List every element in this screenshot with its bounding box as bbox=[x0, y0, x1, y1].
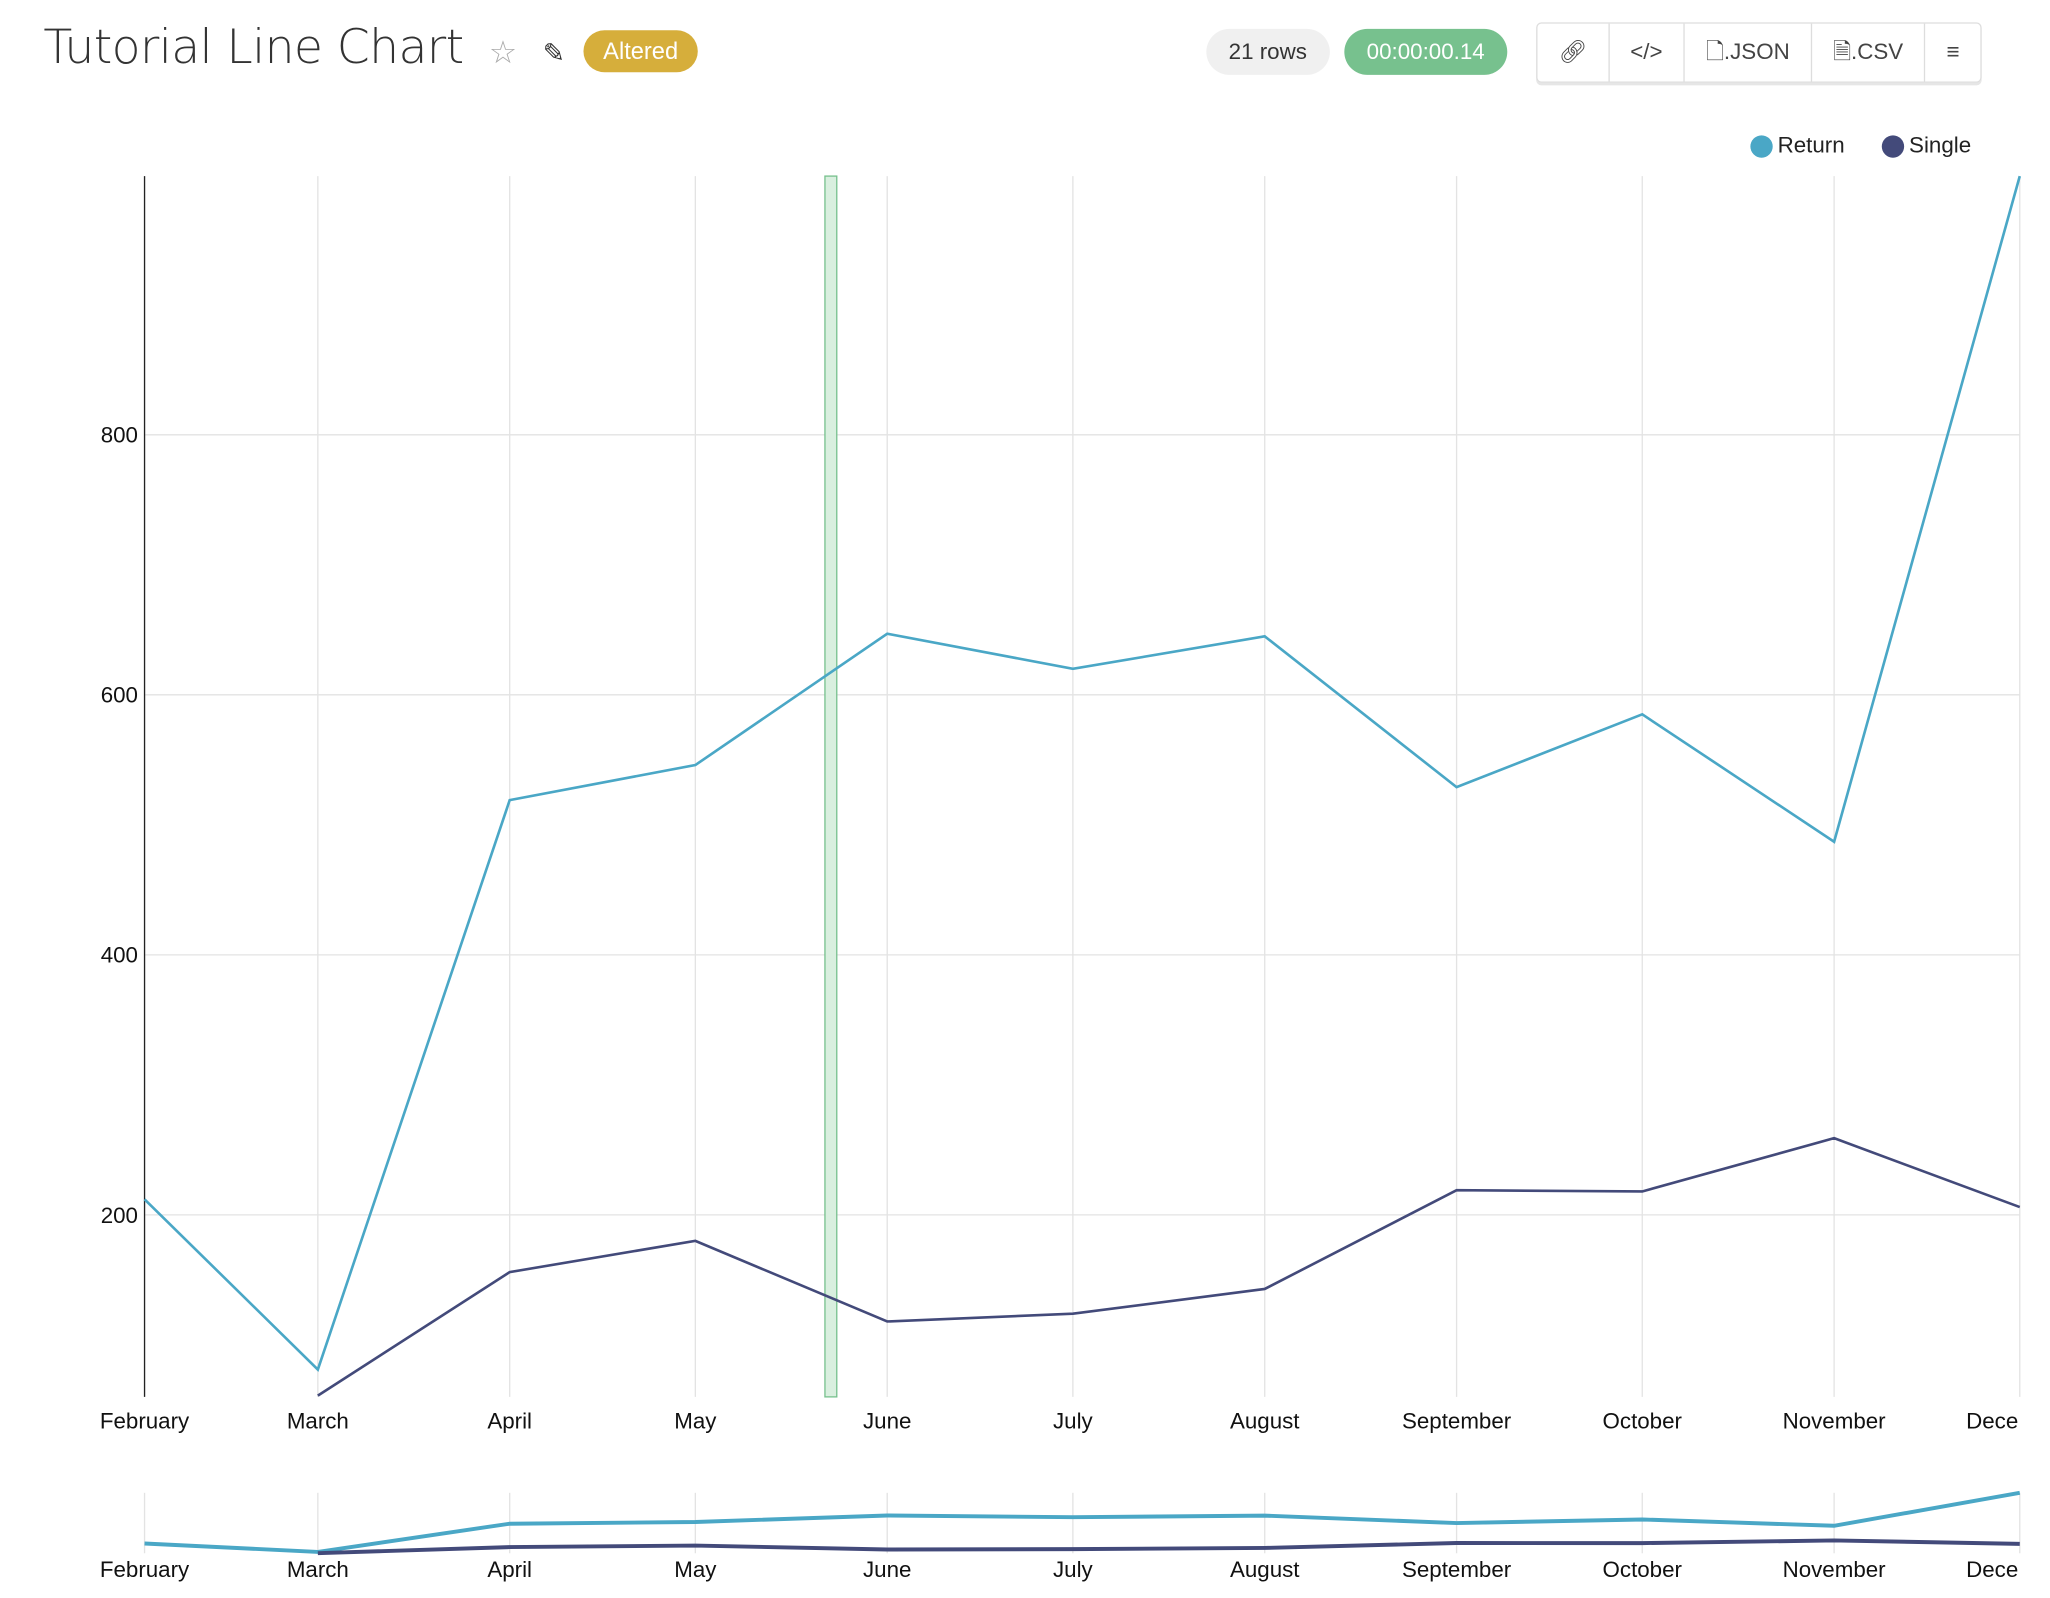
mini-x-tick-label: October bbox=[1603, 1557, 1683, 1582]
menu-icon[interactable]: ≡ bbox=[1946, 39, 1960, 65]
legend-item-return[interactable]: Return bbox=[1749, 132, 1845, 159]
mini-x-tick-label: March bbox=[287, 1557, 349, 1582]
edit-icon[interactable]: ✎ bbox=[542, 39, 565, 69]
x-tick-label: October bbox=[1603, 1408, 1683, 1433]
x-tick-label: July bbox=[1053, 1408, 1094, 1433]
embed-code-icon[interactable]: </> bbox=[1609, 23, 1685, 82]
mini-x-tick-label: April bbox=[487, 1557, 532, 1582]
y-tick-label: 800 bbox=[101, 423, 138, 448]
legend: Return Single bbox=[1749, 132, 1971, 159]
x-tick-label: September bbox=[1402, 1408, 1512, 1433]
y-tick-label: 400 bbox=[101, 943, 138, 968]
mini-x-tick-label: September bbox=[1402, 1557, 1512, 1582]
y-tick-label: 200 bbox=[101, 1203, 138, 1228]
star-icon[interactable]: ☆ bbox=[488, 35, 518, 71]
x-tick-label: Dece bbox=[1966, 1408, 2018, 1433]
legend-dot-return bbox=[1749, 134, 1773, 158]
altered-badge: Altered bbox=[583, 30, 698, 73]
legend-item-single[interactable]: Single bbox=[1881, 133, 1971, 159]
mini-series-line-single bbox=[317, 1538, 2020, 1556]
export-json-button[interactable]: 🗋.JSON bbox=[1685, 23, 1813, 82]
series-line-single bbox=[317, 1136, 2021, 1397]
file-code-icon: 🗋 bbox=[1705, 39, 1724, 65]
x-tick-label: June bbox=[863, 1408, 911, 1433]
mini-x-tick-label: June bbox=[863, 1557, 911, 1582]
json-label: .JSON bbox=[1723, 39, 1790, 65]
legend-label: Return bbox=[1777, 132, 1845, 158]
export-csv-button[interactable]: 🗎.CSV bbox=[1812, 23, 1926, 82]
series-line-return bbox=[143, 175, 2022, 1372]
query-timer-badge: 00:00:00.14 bbox=[1344, 28, 1508, 75]
page-title: Tutorial Line Chart bbox=[43, 21, 464, 75]
link-icon[interactable]: 🔗︎ bbox=[1537, 23, 1610, 82]
y-tick-label: 600 bbox=[101, 683, 138, 708]
row-count-badge: 21 rows bbox=[1206, 28, 1330, 75]
x-tick-label: November bbox=[1783, 1408, 1887, 1433]
csv-label: .CSV bbox=[1851, 39, 1904, 65]
legend-label: Single bbox=[1909, 132, 1972, 158]
mini-x-tick-label: February bbox=[100, 1557, 190, 1582]
x-tick-label: May bbox=[674, 1408, 717, 1433]
toolbar: 🔗︎ </> 🗋.JSON 🗎.CSV ≡ bbox=[1536, 22, 1982, 83]
mini-x-tick-label: November bbox=[1783, 1557, 1887, 1582]
x-tick-label: April bbox=[487, 1408, 532, 1433]
file-text-icon: 🗎 bbox=[1833, 39, 1852, 65]
mini-series-line-return bbox=[144, 1490, 2021, 1554]
x-tick-label: August bbox=[1230, 1408, 1300, 1433]
legend-dot-single bbox=[1881, 134, 1904, 158]
mini-x-tick-label: August bbox=[1230, 1557, 1300, 1582]
x-tick-label: February bbox=[100, 1408, 190, 1433]
mini-x-tick-label: July bbox=[1053, 1557, 1094, 1582]
x-tick-label: March bbox=[287, 1408, 349, 1433]
mini-x-tick-label: Dece bbox=[1966, 1557, 2018, 1582]
mini-x-tick-label: May bbox=[674, 1557, 717, 1582]
highlight-band bbox=[824, 175, 838, 1398]
